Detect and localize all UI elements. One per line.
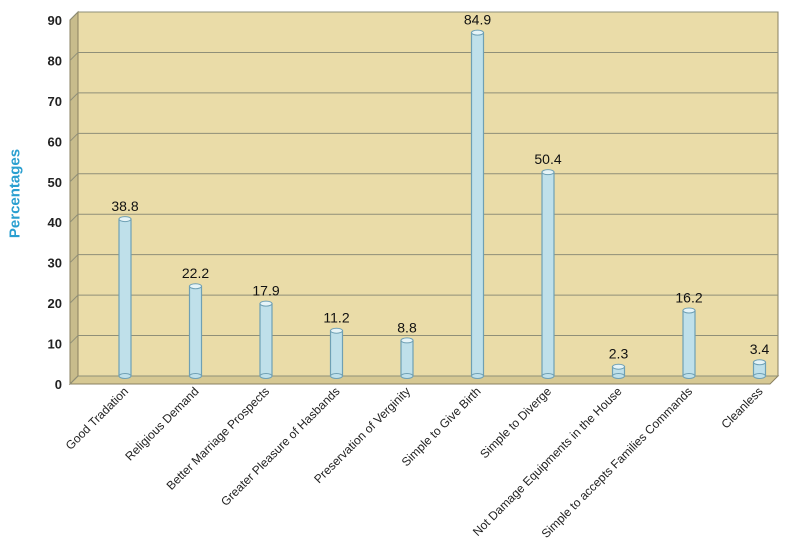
bar: [259, 303, 273, 377]
gridline-side: [69, 294, 79, 304]
y-tick-label: 0: [55, 377, 62, 392]
x-tick-label: Good Tradation: [63, 384, 131, 452]
bar-cap: [259, 300, 273, 307]
y-axis-label: Percentages: [6, 148, 24, 239]
y-tick-label: 40: [48, 215, 62, 230]
x-tick-label: Greater Pleasure of Hasbands: [218, 384, 343, 509]
gridline-side: [69, 132, 79, 142]
value-labels: 38.8 22.2 17.9 11.2 8.8 84.9 50.4 2.3 16.2 3.4: [111, 12, 769, 362]
y-tick-label: 30: [48, 256, 62, 271]
value-label: 38.8: [111, 198, 138, 214]
bar: [541, 171, 555, 377]
bar-base: [118, 373, 132, 379]
value-label: 11.2: [323, 310, 349, 326]
bar: [188, 285, 203, 377]
x-tick-label: Not Damage Equipments in the House: [470, 384, 625, 539]
bar-cap: [118, 216, 132, 223]
value-label: 22.2: [182, 265, 209, 281]
bar-cap: [400, 337, 414, 344]
x-tick-label: Religious Demand: [122, 384, 201, 463]
y-tick-label: 80: [48, 53, 62, 68]
left-wall: [69, 10, 79, 386]
bar-base: [541, 373, 555, 379]
bar-base: [612, 373, 625, 379]
gridline-side: [69, 375, 79, 385]
y-tick-label: 70: [48, 94, 62, 109]
gridline-side: [69, 11, 79, 21]
bar-cap: [612, 363, 625, 370]
x-tick-label: Simple to accepts Families Commands: [539, 384, 696, 541]
bar: [329, 330, 344, 377]
gridline-side: [69, 92, 79, 102]
y-tick-label: 20: [48, 296, 62, 311]
y-tick-label: 10: [48, 337, 62, 352]
x-tick-label: Simple to Diverge: [477, 384, 554, 461]
value-label: 3.4: [750, 341, 770, 357]
bar: [470, 32, 485, 377]
bar-base: [330, 373, 343, 379]
bar: [682, 309, 696, 377]
bars: [118, 29, 767, 379]
bar: [400, 339, 414, 377]
bar-base: [189, 373, 202, 379]
y-tick-label: 50: [48, 175, 62, 190]
value-label: 16.2: [675, 289, 702, 305]
gridline-side: [69, 173, 79, 183]
bar-base: [400, 373, 414, 379]
bar-cap: [753, 359, 766, 366]
bar-base: [471, 373, 484, 379]
x-tick-label: Cleanless: [718, 384, 765, 431]
gridline-side: [69, 335, 79, 344]
bar-cap: [471, 29, 484, 36]
gridline-side: [69, 254, 79, 264]
value-label: 17.9: [252, 283, 279, 299]
gridline-side: [69, 52, 79, 61]
bar-base: [682, 373, 696, 379]
floor: [68, 375, 780, 385]
value-label: 8.8: [397, 319, 417, 335]
bar-cap: [541, 169, 555, 176]
value-label: 2.3: [609, 346, 629, 362]
value-label: 50.4: [534, 151, 561, 167]
x-tick-label: Simple to Give Birth: [399, 384, 484, 469]
bar-base: [259, 373, 273, 379]
bar-base: [753, 373, 766, 379]
value-label: 84.9: [464, 12, 491, 28]
y-tick-label: 60: [48, 134, 62, 149]
y-tick-labels: 0 10 20 30 40 50 60 70 80 90: [48, 13, 62, 392]
plot-background: [77, 11, 779, 377]
plot-area: [68, 10, 780, 386]
gridline-side: [69, 213, 79, 223]
bar-cap: [330, 327, 343, 334]
bar-cap: [682, 307, 696, 314]
y-tick-label: 90: [48, 13, 62, 28]
bar-cap: [189, 283, 202, 290]
bar: [118, 218, 132, 377]
